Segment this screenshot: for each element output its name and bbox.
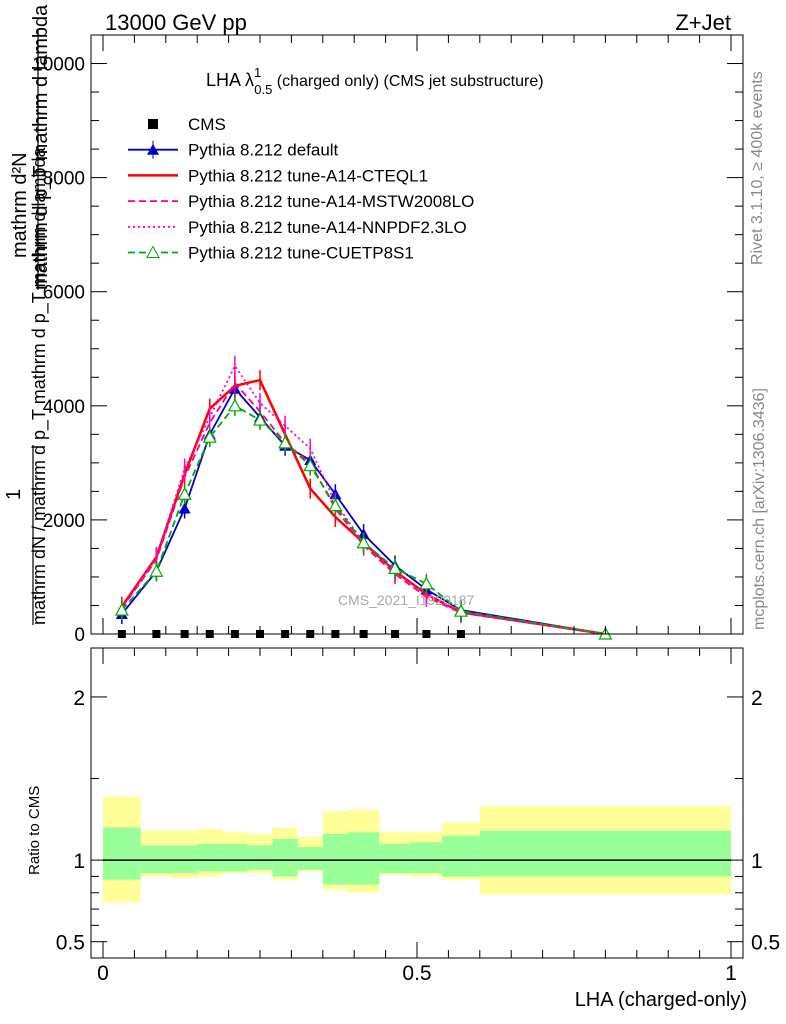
ratio-band-inner <box>247 845 273 870</box>
y-tick-label-ratio: 1 <box>73 850 85 873</box>
series-point <box>328 498 343 512</box>
x-tick-label: 1 <box>725 962 737 985</box>
ratio-band-inner <box>379 843 411 874</box>
legend-label: Pythia 8.212 tune-A14-MSTW2008LO <box>188 192 474 211</box>
header-right: Z+Jet <box>675 10 731 35</box>
series-point <box>303 458 318 472</box>
ratio-band-inner <box>442 835 480 877</box>
series-line <box>120 378 606 636</box>
series-point <box>178 502 191 514</box>
svg-text:mathrm d p_T mathrm d lambda: mathrm d p_T mathrm d lambda <box>30 4 52 290</box>
ratio-band-inner <box>140 845 173 874</box>
series-point <box>419 576 434 590</box>
y-tick-label-ratio-right: 0.5 <box>751 932 780 955</box>
x-tick-label: 0.5 <box>402 962 431 985</box>
legend-marker <box>147 143 159 155</box>
y-tick-label-ratio-right: 1 <box>751 850 763 873</box>
ratio-band-inner <box>103 827 141 880</box>
y-tick-label-main: 8000 <box>43 169 85 190</box>
svg-text:mathrm dN / mathrm d p_T mathr: mathrm dN / mathrm d p_T mathrm d p_T ma… <box>29 147 50 625</box>
series-point <box>278 435 293 449</box>
series-point <box>453 603 468 617</box>
series-layer <box>114 355 613 640</box>
ratio-band-inner <box>347 832 380 885</box>
y-tick-label-main: 0 <box>74 625 85 646</box>
svg-text:mathrm d²N: mathrm d²N <box>9 152 31 258</box>
legend-marker <box>146 245 160 258</box>
series-line <box>121 381 606 635</box>
ratio-band-inner <box>322 834 348 885</box>
series-point <box>227 398 242 412</box>
y-axis-label-main: mathrm d²N mathrm d p_T mathrm d lambda … <box>3 4 52 625</box>
mcplots-label: mcplots.cern.ch [arXiv:1306.3436] <box>751 388 768 630</box>
series-point <box>356 535 371 549</box>
series-line <box>121 404 606 635</box>
series-point <box>114 602 129 616</box>
series-point <box>252 412 268 426</box>
ratio-band-inner <box>222 843 248 872</box>
ratio-band-inner <box>172 845 198 874</box>
legend-marker-cms <box>148 119 158 129</box>
y-tick-label-ratio: 2 <box>73 687 85 710</box>
legend-label: Pythia 8.212 tune-A14-CTEQL1 <box>188 166 428 185</box>
header-left: 13000 GeV pp <box>105 10 247 35</box>
ratio-band-inner <box>410 842 443 874</box>
y-tick-label-main: 6000 <box>43 283 85 304</box>
ratio-plot-frame <box>90 647 744 959</box>
x-tick-label: 0 <box>97 962 109 985</box>
legend-label: Pythia 8.212 default <box>188 141 339 160</box>
y-tick-label-main: 2000 <box>43 511 85 532</box>
series-point <box>202 429 217 443</box>
y-tick-label-ratio: 0.5 <box>56 932 85 955</box>
legend-label: Pythia 8.212 tune-CUETP8S1 <box>188 244 414 263</box>
ratio-band-inner <box>479 830 731 877</box>
series-point <box>388 561 403 574</box>
legend: CMS Pythia 8.212 default Pythia 8.212 tune… <box>128 115 474 263</box>
svg-text:1: 1 <box>3 489 25 500</box>
ratio-band-inner <box>197 843 223 872</box>
y-tick-label-main: 10000 <box>32 55 85 76</box>
y-axis-label-ratio: Ratio to CMS <box>26 786 43 875</box>
ratio-band-inner <box>272 838 298 877</box>
y-tick-label-ratio-right: 2 <box>751 687 763 710</box>
legend-label-cms: CMS <box>188 115 226 134</box>
watermark: CMS_2021_I1920187 <box>338 592 474 608</box>
x-axis-label: LHA (charged-only) <box>575 989 747 1011</box>
y-tick-label-main: 4000 <box>43 397 85 418</box>
ratio-band-inner <box>297 847 323 870</box>
legend-label: Pythia 8.212 tune-A14-NNPDF2.3LO <box>188 218 467 237</box>
rivet-label: Rivet 3.1.10, ≥ 400k events <box>749 71 766 265</box>
series-point <box>149 563 164 577</box>
chart-title: LHA λ1 0.5 (charged only) (CMS jet substr… <box>206 65 544 97</box>
series-point <box>177 486 192 500</box>
